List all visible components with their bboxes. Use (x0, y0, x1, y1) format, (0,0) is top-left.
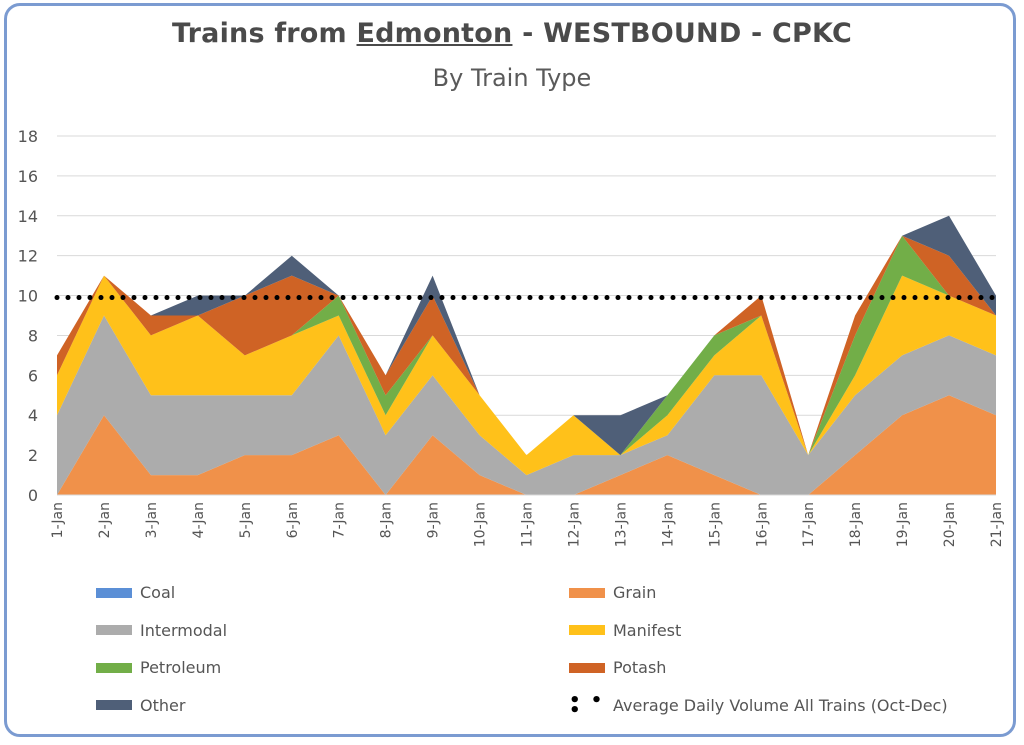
x-tick-label: 18-Jan (848, 502, 864, 547)
chart-title: Trains from Edmonton - WESTBOUND - CPKC (0, 18, 1024, 49)
legend-label: Potash (613, 658, 667, 677)
legend-item: Grain (569, 583, 656, 602)
y-tick-label: 2 (28, 446, 38, 465)
legend-swatch (569, 625, 605, 635)
legend-label: Other (140, 695, 186, 715)
legend-swatch (569, 587, 605, 598)
x-tick-label: 3-Jan (144, 502, 160, 538)
area-manifest (57, 275, 996, 476)
legend-label: Average Daily Volume All Trains (Oct-Dec… (613, 696, 948, 715)
area-petroleum (57, 235, 996, 456)
legend-swatch (96, 700, 132, 710)
y-tick-label: 6 (28, 366, 38, 385)
x-tick-label: 21-Jan (989, 502, 1005, 547)
y-tick-label: 10 (18, 287, 38, 306)
x-tick-label: 19-Jan (895, 502, 911, 547)
x-tick-label: 17-Jan (801, 502, 817, 547)
legend-item: Coal (96, 583, 175, 602)
x-tick-label: 4-Jan (191, 502, 207, 538)
legend-swatch (96, 662, 132, 673)
x-tick-label: 11-Jan (520, 502, 536, 547)
y-tick-label: 18 (18, 127, 38, 146)
x-tick-label: 16-Jan (754, 502, 770, 547)
legend-item: Petroleum (96, 658, 221, 677)
legend-item: • • • Average Daily Volume All Trains (Oc… (569, 689, 948, 721)
x-tick-label: 6-Jan (285, 502, 301, 538)
y-tick-label: 8 (28, 326, 38, 345)
area-potash (57, 235, 996, 456)
legend-label: Grain (613, 583, 657, 602)
title-part-1: Trains from (172, 18, 357, 49)
legend-item: Other (96, 696, 185, 715)
y-tick-label: 4 (28, 406, 38, 425)
legend-swatch (569, 662, 605, 673)
legend-label: Petroleum (140, 658, 222, 677)
x-tick-label: 20-Jan (942, 502, 958, 547)
legend-dots-icon: • • • (569, 689, 605, 721)
title-city: Edmonton (356, 18, 513, 49)
x-tick-label: 14-Jan (660, 502, 676, 547)
y-tick-label: 16 (18, 167, 38, 186)
x-tick-label: 2-Jan (97, 502, 113, 538)
x-tick-label: 1-Jan (50, 502, 66, 538)
legend-label: Manifest (613, 620, 682, 640)
x-tick-label: 12-Jan (566, 502, 582, 547)
x-tick-label: 15-Jan (707, 502, 723, 547)
x-tick-label: 5-Jan (238, 502, 254, 538)
y-tick-label: 0 (28, 486, 38, 505)
x-tick-label: 8-Jan (379, 502, 395, 538)
legend-item: Manifest (569, 621, 681, 640)
x-tick-label: 9-Jan (426, 502, 442, 538)
area-grain (57, 395, 996, 495)
legend-swatch (96, 587, 132, 598)
legend-label: Coal (140, 583, 176, 602)
x-tick-label: 13-Jan (613, 502, 629, 547)
title-part-3: - WESTBOUND - CPKC (512, 18, 852, 49)
area-intermodal (57, 315, 996, 495)
y-tick-label: 12 (18, 247, 38, 266)
chart-subtitle: By Train Type (432, 64, 592, 92)
legend-label: Intermodal (140, 620, 228, 640)
x-tick-label: 7-Jan (332, 502, 348, 538)
legend-swatch (96, 625, 132, 635)
legend-item: Intermodal (96, 621, 227, 640)
x-tick-label: 10-Jan (473, 502, 489, 547)
legend-item: Potash (569, 658, 666, 677)
y-tick-label: 14 (18, 207, 38, 226)
